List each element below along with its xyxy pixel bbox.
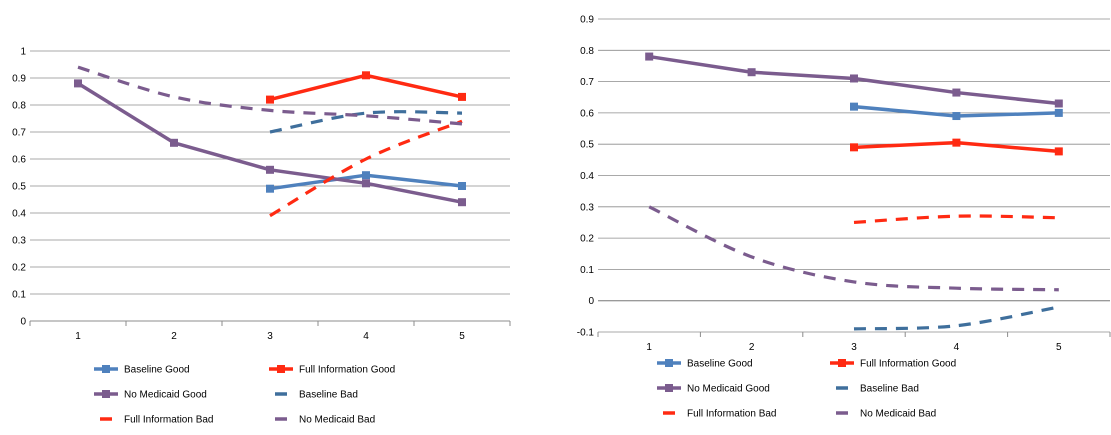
data-point-no-medicaid-good — [645, 52, 654, 61]
legend-item-baseline-bad: Baseline Bad — [275, 390, 358, 401]
y-tick-label: 0.6 — [580, 108, 594, 119]
x-tick-label: 3 — [851, 342, 857, 353]
legend-marker — [838, 359, 846, 367]
y-tick-label: 0 — [20, 317, 26, 328]
legend-label: Baseline Good — [687, 359, 753, 370]
legend-item-baseline-bad: Baseline Bad — [836, 384, 919, 395]
legend-marker — [102, 390, 110, 398]
series-line-full-information-bad — [269, 119, 463, 218]
legend-item-no-medicaid-bad: No Medicaid Bad — [275, 415, 375, 426]
data-point-no-medicaid-good — [747, 68, 756, 77]
y-tick-label: -0.1 — [577, 328, 595, 339]
series-line-baseline-bad — [853, 305, 1060, 331]
series-line-baseline-bad — [269, 110, 463, 134]
data-point-no-medicaid-good — [850, 74, 858, 83]
legend-label: No Medicaid Good — [124, 390, 207, 401]
y-tick-label: 0.8 — [580, 46, 594, 57]
data-point-baseline-good — [458, 182, 466, 190]
x-tick-label: 3 — [267, 331, 273, 342]
y-tick-label: 0.6 — [12, 155, 26, 166]
data-point-full-information-good — [362, 71, 370, 80]
series-line-no-medicaid-bad — [648, 205, 1059, 292]
y-tick-label: 0.5 — [580, 140, 594, 151]
x-tick-label: 4 — [954, 342, 960, 353]
x-tick-label: 2 — [749, 342, 755, 353]
legend-label: Full Information Good — [860, 359, 956, 370]
y-tick-label: 0.2 — [580, 234, 594, 245]
legend-marker — [665, 359, 673, 367]
y-tick-label: 1 — [20, 47, 26, 58]
data-point-full-information-good — [458, 92, 466, 101]
x-tick-label: 2 — [171, 331, 177, 342]
data-point-full-information-good — [1054, 147, 1063, 156]
left-line-chart: 0 0.1 0.2 0.3 0.4 0.5 0.6 0.7 0.8 0.9 1 1 2 3 4 5 Baseli… — [12, 47, 511, 426]
y-tick-label: 0.8 — [12, 101, 26, 112]
data-point-baseline-good — [850, 102, 858, 111]
legend-label: Baseline Bad — [299, 390, 358, 401]
legend-item-no-medicaid-good: No Medicaid Good — [657, 384, 770, 395]
data-point-baseline-good — [362, 171, 370, 180]
legend-label: Full Information Bad — [124, 415, 214, 426]
legend-label: Baseline Good — [124, 365, 190, 376]
y-tick-label: 0.3 — [12, 236, 26, 247]
legend-item-full-information-good: Full Information Good — [830, 359, 956, 370]
legend-item-baseline-good: Baseline Good — [657, 359, 753, 370]
x-tick-label: 5 — [1056, 342, 1062, 353]
data-point-no-medicaid-good — [266, 165, 274, 174]
legend-label: Full Information Good — [299, 365, 395, 376]
legend-marker — [102, 365, 110, 373]
legend-item-full-information-good: Full Information Good — [269, 365, 395, 376]
legend-item-full-information-bad: Full Information Bad — [100, 415, 214, 426]
x-tick-label: 1 — [646, 342, 652, 353]
series-line-full-information-bad — [853, 214, 1059, 225]
data-point-no-medicaid-good — [170, 138, 178, 147]
data-point-no-medicaid-good — [1054, 99, 1063, 108]
legend-label: No Medicaid Good — [687, 384, 770, 395]
data-point-full-information-good — [952, 138, 961, 147]
legend-label: No Medicaid Bad — [299, 415, 375, 426]
legend-marker — [665, 384, 673, 392]
y-tick-label: 0.1 — [580, 265, 594, 276]
data-point-full-information-good — [850, 143, 858, 152]
y-tick-label: 0.7 — [12, 128, 26, 139]
y-tick-label: 0.4 — [580, 171, 594, 182]
y-tick-label: 0.1 — [12, 290, 26, 301]
data-point-baseline-good — [1054, 108, 1063, 117]
y-tick-label: 0.5 — [12, 182, 26, 193]
series-line-no-medicaid-bad — [77, 65, 463, 126]
x-tick-label: 5 — [459, 331, 465, 342]
y-tick-label: 0.9 — [580, 15, 594, 26]
y-tick-label: 0.2 — [12, 263, 26, 274]
data-point-no-medicaid-good — [362, 179, 370, 188]
x-tick-label: 1 — [75, 331, 81, 342]
y-tick-label: 0.4 — [12, 209, 26, 220]
y-tick-label: 0.3 — [580, 202, 594, 213]
y-tick-label: 0 — [588, 296, 594, 307]
data-point-no-medicaid-good — [952, 88, 961, 97]
y-tick-label: 0.7 — [580, 77, 594, 88]
data-point-baseline-good — [952, 112, 961, 121]
data-point-no-medicaid-good — [458, 198, 466, 207]
legend-label: No Medicaid Bad — [860, 409, 936, 420]
legend-item-full-information-bad: Full Information Bad — [663, 409, 777, 420]
data-point-baseline-good — [266, 184, 274, 193]
x-tick-label: 4 — [363, 331, 369, 342]
legend-label: Baseline Bad — [860, 384, 919, 395]
legend-item-baseline-good: Baseline Good — [94, 365, 190, 376]
legend-item-no-medicaid-bad: No Medicaid Bad — [836, 409, 936, 420]
legend-item-no-medicaid-good: No Medicaid Good — [94, 390, 207, 401]
data-point-no-medicaid-good — [74, 79, 82, 88]
legend-label: Full Information Bad — [687, 409, 777, 420]
data-point-full-information-good — [266, 95, 274, 104]
legend-marker — [277, 365, 285, 373]
y-tick-label: 0.9 — [12, 74, 26, 85]
right-line-chart: -0.1 0 0.1 0.2 0.3 0.4 0.5 0.6 0.7 0.8 0.9 1 2 3 4 5 Bas… — [577, 15, 1111, 420]
